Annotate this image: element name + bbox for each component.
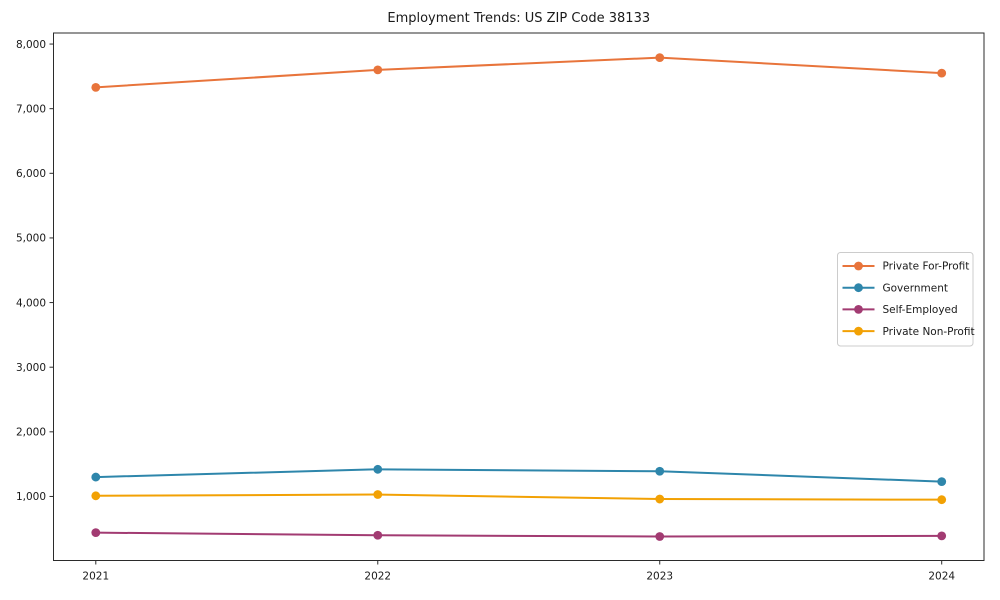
- data-point-marker: [373, 65, 383, 75]
- legend-marker: [854, 283, 863, 293]
- legend-box: [837, 252, 974, 347]
- y-axis-tick-label: 3,000: [16, 362, 46, 374]
- y-axis-tick-label: 6,000: [16, 168, 46, 180]
- series-line-self-employed: [94, 531, 943, 538]
- legend: Private For-Profit Government Self-Employe…: [837, 252, 975, 347]
- x-axis-tick-label: 2024: [928, 571, 955, 583]
- x-axis-tick-label: 2021: [82, 571, 109, 583]
- legend-entry-label: Private For-Profit: [883, 261, 970, 273]
- data-point-marker: [655, 494, 665, 504]
- y-axis-tick-label: 2,000: [16, 427, 46, 439]
- chart-title: Employment Trends: US ZIP Code 38133: [387, 11, 650, 26]
- data-point-marker: [91, 528, 101, 538]
- legend-entry-label: Private Non-Profit: [883, 326, 975, 338]
- legend-marker: [854, 326, 863, 336]
- data-point-marker: [91, 491, 101, 501]
- data-point-marker: [937, 68, 947, 78]
- legend-marker: [854, 261, 863, 271]
- data-point-marker: [373, 490, 383, 499]
- x-axis-tick-label: 2023: [646, 571, 673, 583]
- data-point-marker: [937, 495, 947, 505]
- legend-entry-label: Self-Employed: [883, 304, 958, 316]
- y-axis-tick-label: 4,000: [16, 297, 46, 309]
- plot-area: 1,000 2,000 3,000 4,000 5,000 6,000 7,000 8,000…: [16, 32, 985, 583]
- y-axis-tick-label: 1,000: [16, 491, 46, 503]
- data-point-marker: [373, 464, 383, 474]
- data-point-marker: [937, 531, 947, 541]
- data-point-marker: [655, 532, 665, 541]
- series-line-government: [94, 468, 943, 483]
- series-line-private-for-profit: [94, 56, 943, 89]
- legend-entry-label: Government: [883, 282, 948, 294]
- series-line-private-non-profit: [94, 493, 943, 501]
- legend-marker: [854, 305, 863, 314]
- data-point-marker: [655, 53, 665, 63]
- data-point-marker: [655, 466, 665, 476]
- y-axis-tick-label: 7,000: [16, 103, 46, 115]
- y-axis-tick-label: 5,000: [16, 233, 46, 245]
- x-axis-tick-label: 2022: [364, 571, 391, 583]
- plot-spines: [53, 32, 985, 561]
- y-axis-tick-label: 8,000: [16, 39, 46, 51]
- data-point-marker: [91, 472, 101, 482]
- data-point-marker: [91, 82, 101, 92]
- data-point-marker: [373, 530, 383, 540]
- data-point-marker: [937, 477, 947, 486]
